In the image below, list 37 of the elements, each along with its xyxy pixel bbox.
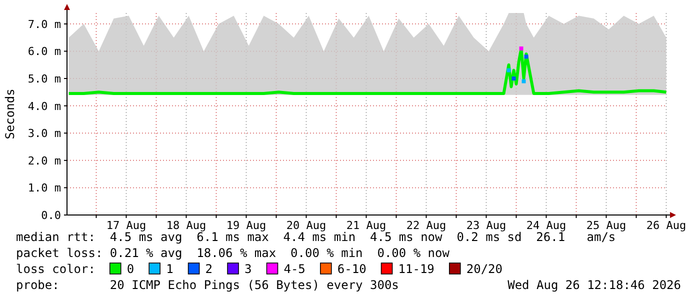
x-tick-label: 19 Aug bbox=[226, 219, 266, 232]
point bbox=[522, 79, 526, 84]
legend-label: 11-19 bbox=[398, 262, 434, 276]
x-tick-label: 20 Aug bbox=[286, 219, 326, 232]
legend-label: 6-10 bbox=[337, 262, 366, 276]
point bbox=[524, 54, 528, 59]
x-tick-label: 18 Aug bbox=[166, 219, 206, 232]
legend-label: 1 bbox=[166, 262, 174, 276]
x-tick-label: 24 Aug bbox=[526, 219, 566, 232]
point bbox=[512, 76, 516, 81]
x-tick-label: 26 Aug bbox=[646, 219, 686, 232]
y-tick-label: 0.0 bbox=[41, 209, 61, 222]
y-tick-label: 4.0 m bbox=[28, 100, 62, 113]
y-tick-label: 3.0 m bbox=[28, 127, 62, 140]
x-tick-label: 21 Aug bbox=[346, 219, 386, 232]
y-tick-label: 7.0 m bbox=[28, 18, 62, 31]
text: probe: 20 ICMP Echo Pings (56 Bytes) every 300s bbox=[16, 278, 399, 292]
legend-label: 4-5 bbox=[284, 262, 306, 276]
point bbox=[506, 68, 511, 72]
legend-title: loss color: bbox=[16, 262, 96, 276]
legend-label: 3 bbox=[244, 262, 252, 276]
point bbox=[519, 46, 524, 50]
x-tick-label: 23 Aug bbox=[466, 219, 506, 232]
text: packet loss: 0.21 % avg 18.06 % max 0.00 % min 0.00 % now bbox=[16, 246, 450, 260]
text: median rtt: 4.5 ms avg 6.1 ms max 4.4 ms min 4.5 ms now 0.2 ms sd 26.1 am/s bbox=[16, 230, 616, 244]
y-tick-label: 2.0 m bbox=[28, 154, 62, 168]
x-tick-label: 17 Aug bbox=[106, 219, 146, 232]
y-tick-label: 6.0 m bbox=[28, 45, 62, 58]
legend-label: 20/20 bbox=[466, 262, 503, 276]
x-tick-label: 22 Aug bbox=[406, 219, 446, 232]
x-tick-label: 25 Aug bbox=[586, 219, 626, 232]
y-axis-title: Seconds bbox=[3, 88, 17, 140]
y-tick-label: 1.0 m bbox=[28, 182, 62, 195]
y-tick-label: 5.0 m bbox=[28, 72, 62, 86]
text: Wed Aug 26 12:18:46 2026 bbox=[508, 278, 681, 292]
legend-label: 2 bbox=[205, 262, 213, 276]
legend-label: 0 bbox=[126, 262, 134, 276]
